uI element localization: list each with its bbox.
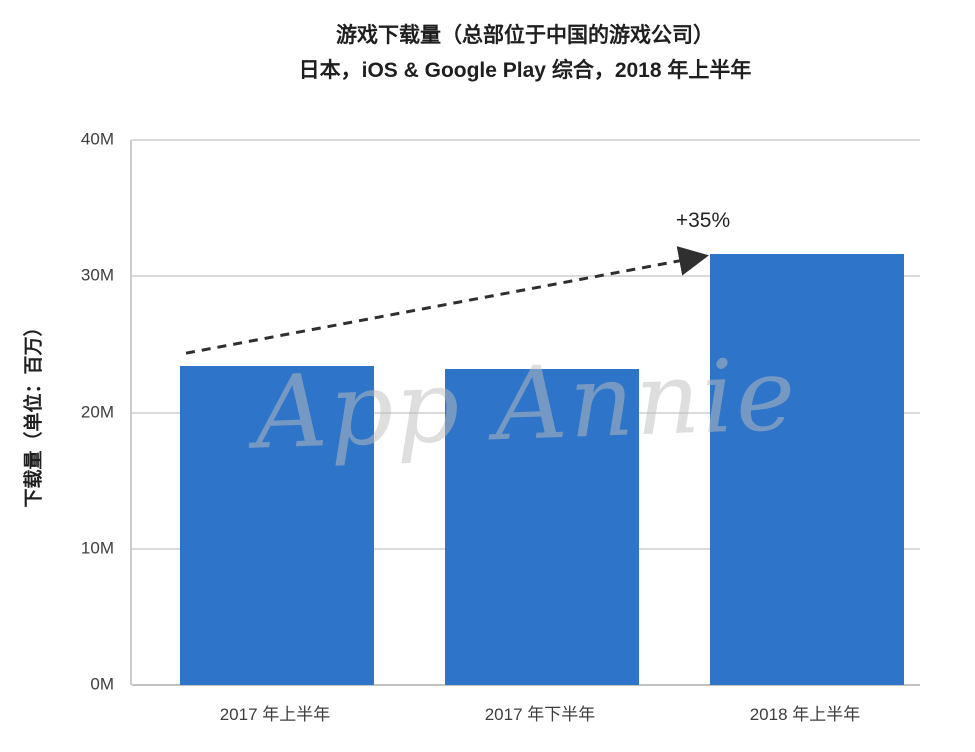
growth-arrow [185, 246, 709, 355]
x-tick-label: 2018 年上半年 [749, 705, 861, 724]
y-tick-label: 20M [80, 402, 114, 422]
bar [180, 366, 374, 685]
y-tick-label: 0M [90, 674, 114, 694]
arrow-line [185, 246, 709, 355]
y-tick-label: 10M [80, 538, 114, 558]
x-tick-label: 2017 年上半年 [219, 705, 331, 724]
bar [445, 368, 639, 685]
gridline [132, 139, 920, 141]
y-tick-labels: 0M 10M 20M 30M 40M [0, 130, 122, 694]
chart-header: 游戏下载量（总部位于中国的游戏公司） 日本，iOS & Google Play … [130, 18, 920, 88]
growth-annotation: +35% [675, 209, 731, 233]
chart-title: 游戏下载量（总部位于中国的游戏公司） [336, 24, 714, 47]
x-tick-labels: 2017 年上半年 2017 年下半年 2018 年上半年 [130, 700, 920, 732]
gridline [132, 684, 920, 686]
chart-subtitle: 日本，iOS & Google Play 综合，2018 年上半年 [298, 59, 752, 82]
y-tick-label: 30M [80, 265, 114, 285]
plot-area: App Annie +35% [130, 139, 920, 686]
x-tick-label: 2017 年下半年 [484, 705, 596, 724]
y-tick-label: 40M [80, 129, 114, 149]
gridline [132, 275, 920, 278]
bar [710, 254, 904, 685]
